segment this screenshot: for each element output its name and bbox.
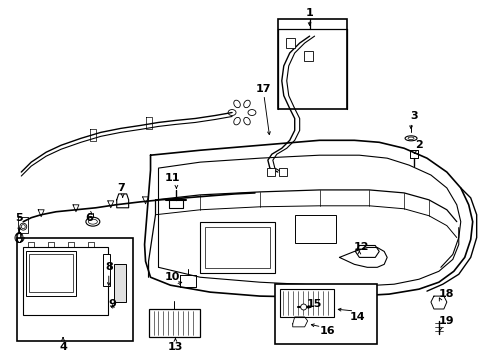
Ellipse shape (233, 117, 240, 125)
Text: 5: 5 (16, 213, 23, 223)
Text: 4: 4 (59, 342, 67, 352)
Bar (26, 251, 76, 296)
Text: 9: 9 (109, 299, 117, 309)
Bar (278, 168, 286, 176)
Text: 6: 6 (85, 213, 93, 223)
Text: 15: 15 (306, 299, 322, 309)
Text: 3: 3 (409, 111, 417, 121)
Ellipse shape (243, 117, 250, 125)
Bar (294, 215, 336, 243)
Bar (205, 227, 269, 268)
Ellipse shape (20, 223, 27, 230)
Text: 8: 8 (105, 262, 112, 272)
Ellipse shape (227, 109, 236, 116)
Bar (29, 255, 73, 292)
Text: 17: 17 (256, 84, 271, 94)
Bar (274, 284, 376, 344)
Text: 2: 2 (414, 140, 422, 150)
Text: 11: 11 (164, 173, 180, 183)
Bar (266, 168, 274, 176)
Ellipse shape (407, 137, 413, 140)
Ellipse shape (86, 217, 100, 226)
Ellipse shape (88, 219, 97, 224)
Text: 18: 18 (438, 289, 454, 299)
Text: 13: 13 (167, 342, 183, 352)
Text: 10: 10 (164, 272, 180, 282)
Bar (200, 222, 274, 273)
Ellipse shape (300, 304, 306, 310)
Text: 19: 19 (438, 316, 454, 326)
Bar (23, 247, 107, 315)
Bar (285, 38, 294, 48)
Ellipse shape (404, 136, 416, 141)
Bar (114, 264, 125, 302)
Ellipse shape (21, 225, 25, 229)
Bar (148, 309, 200, 337)
Text: 7: 7 (117, 183, 124, 193)
Bar (102, 255, 109, 286)
Bar (17, 238, 132, 341)
Bar (277, 19, 346, 109)
Text: 12: 12 (353, 243, 368, 252)
Bar (303, 51, 312, 61)
Text: 16: 16 (319, 326, 335, 336)
Bar (279, 289, 334, 317)
Ellipse shape (247, 109, 255, 116)
Ellipse shape (233, 100, 240, 108)
Ellipse shape (243, 100, 250, 108)
Text: 1: 1 (305, 8, 313, 18)
Text: 14: 14 (349, 312, 365, 322)
